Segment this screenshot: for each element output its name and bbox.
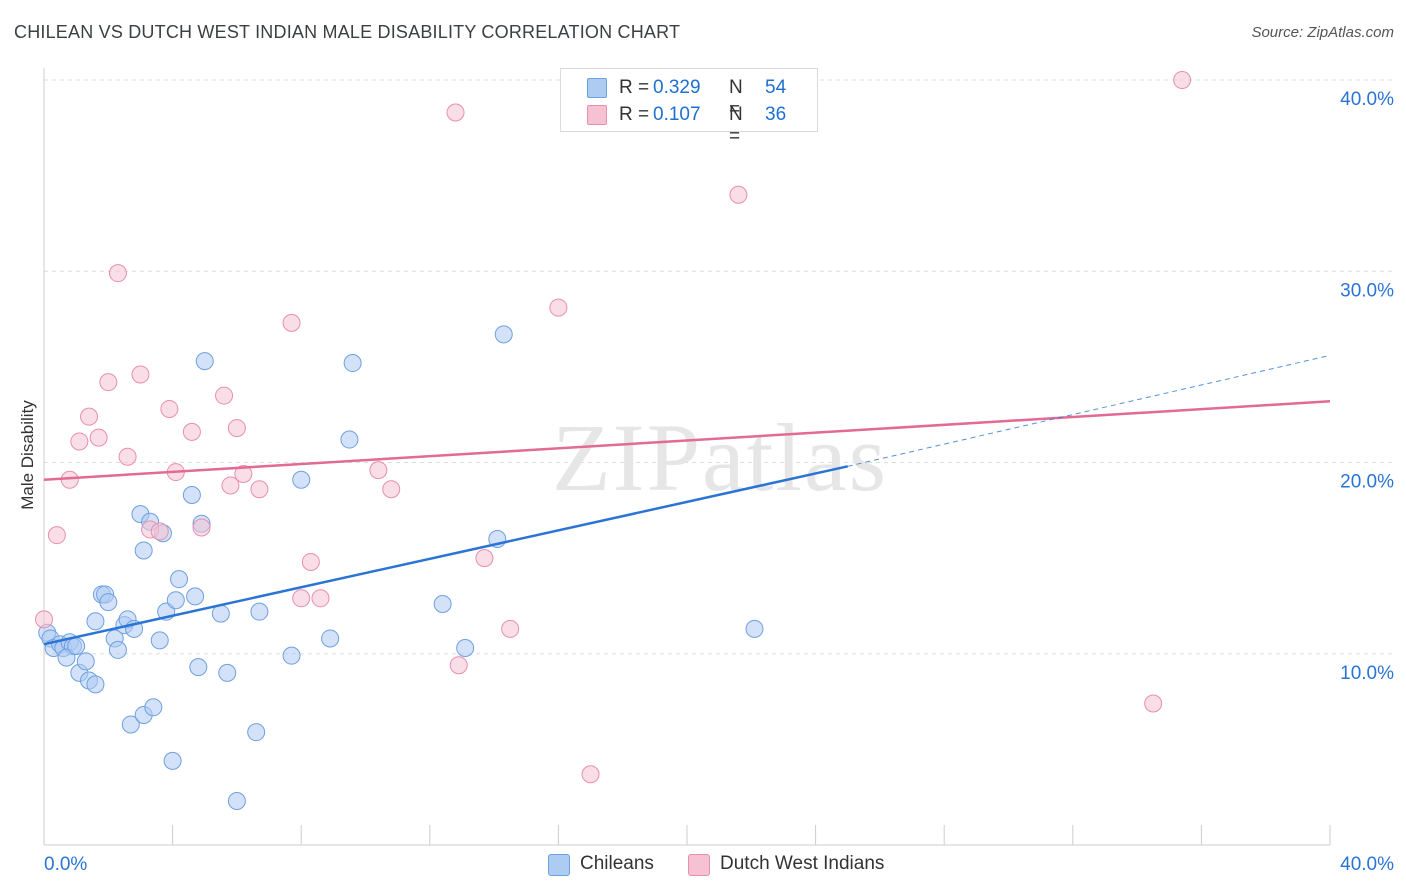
dutch-west-indians-point	[369, 461, 388, 480]
y-tick-label: 20.0%	[1340, 472, 1394, 493]
chileans-point	[57, 648, 76, 667]
source-label: Source: ZipAtlas.com	[1251, 24, 1394, 41]
dutch-west-indians-point	[311, 589, 330, 608]
n-label: N =	[729, 104, 743, 147]
chileans-point	[108, 640, 127, 659]
r-value: 0.329	[653, 77, 701, 98]
dutch-west-indians-point	[250, 480, 269, 499]
y-tick-label: 10.0%	[1340, 663, 1394, 684]
dutch-west-indians-point	[70, 432, 89, 451]
dutch-west-indians-point	[215, 386, 234, 405]
chileans-trend-line	[43, 465, 849, 646]
watermark: ZIPatlas	[552, 404, 888, 511]
x-tick-label: 0.0%	[44, 854, 87, 875]
dutch-swatch	[587, 105, 607, 125]
chileans-point	[282, 646, 301, 665]
chileans-points	[38, 325, 764, 811]
dutch-west-indians-point	[301, 552, 320, 571]
chileans-point	[186, 587, 205, 606]
chileans-point	[433, 595, 452, 614]
trend-lines	[43, 354, 1331, 646]
chileans-point	[150, 631, 169, 650]
chileans-point	[182, 486, 201, 505]
chileans-trend-extension	[847, 354, 1331, 467]
y-tick-label: 40.0%	[1340, 89, 1394, 110]
chileans-point	[343, 354, 362, 373]
r-label: R =	[619, 104, 650, 125]
dutch-west-indians-point	[160, 399, 179, 418]
dutch-west-indians-point	[549, 298, 568, 317]
n-label: N =	[729, 77, 743, 120]
grid-lines	[44, 79, 1394, 655]
dutch-west-indians-point	[150, 522, 169, 541]
dutch-west-indians-point	[475, 549, 494, 568]
y-axis-label: Male Disability	[18, 400, 37, 510]
chileans-point	[170, 570, 189, 589]
dutch-west-indians-point	[292, 589, 311, 608]
dutch-west-indians-trend-line	[43, 400, 1331, 481]
dutch-west-indians-point	[221, 476, 240, 495]
stats-legend: R = 0.329 N = 54 R = 0.107 N = 36	[560, 68, 818, 147]
chileans-point	[134, 541, 153, 560]
dutch-west-indians-point	[99, 373, 118, 392]
dutch-west-indians-point	[182, 422, 201, 441]
chileans-point	[227, 792, 246, 811]
chileans-point	[195, 352, 214, 371]
chart-title: CHILEAN VS DUTCH WEST INDIAN MALE DISABI…	[14, 22, 681, 42]
chileans-point	[494, 325, 513, 344]
dutch-swatch	[688, 854, 710, 876]
dutch-west-indians-point	[131, 365, 150, 384]
chileans-point	[292, 470, 311, 489]
dutch-west-indians-point	[192, 518, 211, 537]
chileans-point	[218, 663, 237, 682]
chileans-point	[189, 658, 208, 677]
legend-label: Chileans	[580, 853, 654, 874]
dutch-west-indians-point	[282, 313, 301, 332]
dutch-west-indians-point	[89, 428, 108, 447]
y-tick-label: 30.0%	[1340, 280, 1394, 301]
chileans-point	[144, 698, 163, 717]
chileans-swatch	[587, 78, 607, 98]
chileans-point	[250, 602, 269, 621]
dutch-west-indians-point	[446, 103, 465, 122]
dutch-west-indians-point	[108, 264, 127, 283]
chileans-point	[340, 430, 359, 449]
dutch-west-indians-point	[234, 464, 253, 483]
series-legend: Chileans Dutch West Indians	[0, 850, 1406, 880]
r-value: 0.107	[653, 104, 701, 125]
chileans-point	[247, 723, 266, 742]
dutch-west-indians-point	[449, 656, 468, 675]
chileans-point	[99, 593, 118, 612]
chileans-point	[166, 591, 185, 610]
dutch-west-indians-point	[382, 480, 401, 499]
dutch-west-indians-point	[1173, 71, 1192, 89]
dutch-west-indians-point	[501, 619, 520, 638]
chileans-point	[321, 629, 340, 648]
chileans-point	[76, 652, 95, 671]
chileans-point	[745, 619, 764, 638]
chileans-point	[163, 751, 182, 770]
dutch-west-indians-point	[35, 610, 53, 629]
chileans-point	[456, 639, 475, 658]
dutch-west-indians-point	[1144, 694, 1163, 713]
n-value: 36	[765, 104, 787, 125]
dutch-west-indians-point	[47, 526, 66, 545]
chileans-point	[121, 715, 140, 734]
chileans-point	[86, 612, 105, 631]
legend-label: Dutch West Indians	[720, 853, 885, 874]
dutch-west-indians-point	[80, 407, 99, 426]
dutch-west-indians-point	[227, 419, 246, 438]
chileans-point	[86, 675, 105, 694]
dutch-west-indians-point	[729, 185, 748, 204]
dutch-west-indians-point	[118, 447, 137, 466]
n-value: 54	[765, 77, 787, 98]
r-label: R =	[619, 77, 650, 98]
tick-labels: 10.0% 20.0% 30.0% 40.0% 0.0% 40.0%	[44, 89, 1394, 875]
axes	[43, 68, 1331, 846]
x-tick-label: 40.0%	[1340, 854, 1394, 875]
dutch-west-indians-point	[581, 765, 600, 784]
chileans-swatch	[548, 854, 570, 876]
chileans-point	[67, 637, 86, 656]
